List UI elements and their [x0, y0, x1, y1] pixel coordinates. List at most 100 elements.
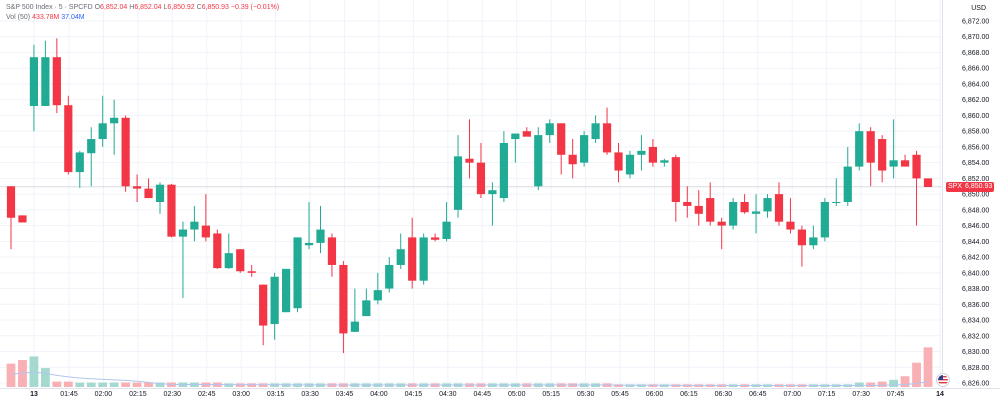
- candle-body: [396, 249, 405, 265]
- volume-bar: [877, 381, 887, 387]
- legend-change: −0.39 (−0.01%): [230, 4, 280, 11]
- candle-body: [717, 221, 726, 226]
- candle-body: [648, 146, 657, 163]
- candle-body: [453, 156, 463, 210]
- legend-symbol: S&P 500 Index · 5 · SPCFD: [6, 4, 93, 11]
- candle-body: [900, 160, 910, 167]
- candle-body: [362, 300, 371, 317]
- candle-body: [190, 221, 199, 230]
- candle-body: [580, 135, 589, 163]
- volume-bar: [6, 363, 16, 387]
- legend-high-label: H: [129, 4, 135, 11]
- volume-bar: [235, 383, 245, 387]
- x-tick-label: 03:15: [267, 391, 285, 398]
- candle-body: [350, 321, 359, 332]
- candle-body: [259, 284, 268, 326]
- candle-body: [476, 162, 486, 195]
- candle-body: [602, 123, 612, 153]
- volume-bar: [121, 382, 131, 387]
- candle-body: [740, 202, 749, 213]
- candle-body: [786, 221, 795, 230]
- last-price-symbol: SPX: [948, 183, 963, 190]
- y-tick-label: 6,828.00: [962, 365, 989, 372]
- candle-body: [912, 154, 921, 179]
- candle-body: [293, 237, 302, 309]
- y-tick-label: 6,844.00: [962, 239, 989, 246]
- candle-body: [304, 242, 314, 246]
- legend-low-label: L: [163, 4, 168, 11]
- volume-ma-line: [10, 371, 929, 387]
- candle-body: [408, 237, 417, 281]
- x-tick-label: 04:00: [370, 391, 388, 398]
- chart-legend: S&P 500 Index · 5 · SPCFD O6,852.04 H6,8…: [6, 3, 279, 23]
- flag-icon[interactable]: [936, 373, 950, 387]
- volume-bar: [866, 382, 876, 387]
- candle-body: [224, 253, 233, 269]
- candle-body: [52, 57, 61, 106]
- candle-body: [499, 142, 508, 199]
- candle-body: [763, 198, 772, 212]
- volume-bar: [109, 382, 119, 387]
- candle-body: [671, 157, 680, 202]
- volume-bar: [52, 381, 62, 387]
- candle-body: [809, 237, 818, 246]
- candle-body: [522, 131, 531, 137]
- y-tick-label: 6,872.00: [962, 19, 989, 26]
- volume-bar: [247, 383, 257, 387]
- x-tick-label: 02:45: [198, 391, 216, 398]
- candle-body: [121, 117, 130, 187]
- y-tick-label: 6,846.00: [962, 223, 989, 230]
- candle-body: [855, 131, 864, 167]
- y-tick-label: 6,860.00: [962, 113, 989, 120]
- candle-body: [534, 135, 543, 187]
- y-tick-label: 6,864.00: [962, 81, 989, 88]
- candle-body: [442, 221, 451, 239]
- y-tick-label: 6,832.00: [962, 333, 989, 340]
- candle-body: [385, 264, 394, 289]
- candle-body: [832, 202, 841, 203]
- candle-body: [373, 290, 382, 301]
- candle-body: [591, 123, 600, 140]
- legend-vol-value: 433.78M: [32, 14, 60, 21]
- candle-body: [625, 154, 635, 175]
- y-tick-label: 6,866.00: [962, 66, 989, 73]
- x-tick-label: 04:45: [474, 391, 492, 398]
- y-tick-label: 6,842.00: [962, 255, 989, 262]
- x-tick-label: 06:45: [749, 391, 767, 398]
- volume-bar: [144, 382, 153, 387]
- y-tick-label: 6,826.00: [962, 381, 989, 388]
- candle-body: [419, 237, 428, 281]
- candle-body: [923, 178, 933, 188]
- candle-body: [75, 152, 84, 173]
- legend-price-row: S&P 500 Index · 5 · SPCFD O6,852.04 H6,8…: [6, 3, 279, 13]
- volume-bar: [40, 368, 50, 387]
- volume-bar: [155, 382, 165, 387]
- candle-body: [64, 105, 73, 173]
- candle-body: [431, 237, 440, 240]
- y-tick-label: 6,836.00: [962, 302, 989, 309]
- candle-body: [878, 139, 887, 171]
- y-tick-label: 6,838.00: [962, 286, 989, 293]
- candle-body: [41, 57, 50, 106]
- candle-body: [614, 152, 623, 171]
- candle-body: [339, 264, 348, 334]
- x-tick-label: 03:00: [232, 391, 250, 398]
- candle-body: [282, 268, 291, 313]
- candle-body: [706, 198, 715, 222]
- x-tick-label: 02:00: [95, 391, 113, 398]
- candle-body: [568, 154, 577, 165]
- volume-bar: [889, 379, 899, 387]
- candle-body: [465, 158, 474, 163]
- legend-volume-row: Vol (50) 433.78M 37.04M: [6, 13, 279, 23]
- legend-open: 6,852.04: [100, 4, 128, 11]
- volume-bar: [75, 382, 85, 387]
- candle-body: [488, 190, 497, 195]
- candle-body: [270, 276, 279, 324]
- volume-bar: [900, 376, 910, 387]
- volume-bar: [614, 384, 623, 387]
- volume-bar: [625, 384, 635, 387]
- y-tick-label: 6,848.00: [962, 207, 989, 214]
- candle-body: [236, 249, 245, 272]
- x-tick-label: 14: [936, 391, 944, 398]
